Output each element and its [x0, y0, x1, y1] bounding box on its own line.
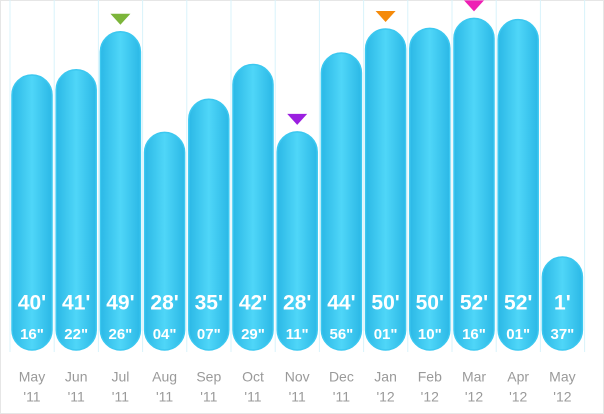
bar	[188, 98, 230, 351]
bar	[541, 256, 584, 351]
bar	[143, 131, 186, 351]
x-tick-label: Dec	[329, 369, 354, 385]
x-tick-label: '11	[244, 389, 261, 405]
second-label: 01"	[506, 326, 530, 343]
second-label: 37"	[551, 326, 575, 343]
x-tick-label: '12	[376, 389, 394, 405]
x-tick-label: '11	[156, 389, 173, 405]
minute-label: 52'	[504, 292, 532, 315]
minute-label: 50'	[416, 292, 444, 315]
minute-label: 52'	[460, 292, 488, 315]
bar	[276, 131, 318, 351]
x-tick-label: '11	[200, 389, 217, 405]
second-label: 04"	[153, 326, 177, 343]
marker	[464, 0, 484, 12]
minute-label: 42'	[239, 292, 267, 315]
second-label: 29"	[241, 326, 265, 343]
bar	[320, 52, 363, 351]
x-tick-label: '12	[465, 389, 483, 405]
x-tick-label: '11	[68, 389, 85, 405]
minute-label: 50'	[371, 292, 399, 315]
second-label: 10"	[418, 326, 442, 343]
minute-label: 41'	[62, 292, 90, 315]
minute-label: 49'	[106, 292, 134, 315]
marker	[287, 113, 308, 125]
minute-label: 1'	[554, 292, 571, 315]
bar	[232, 63, 274, 351]
x-tick-label: Jul	[111, 369, 129, 385]
minute-label: 28'	[150, 292, 178, 315]
second-label: 01"	[374, 326, 398, 343]
bar	[364, 28, 407, 351]
x-tick-label: Sep	[196, 369, 221, 385]
second-label: 56"	[330, 326, 354, 343]
x-tick-label: Jan	[374, 369, 397, 385]
x-tick-label: '11	[23, 389, 40, 405]
second-label: 07"	[197, 326, 221, 343]
x-tick-label: '12	[509, 389, 527, 405]
x-tick-label: Aug	[152, 369, 177, 385]
minute-label: 35'	[195, 292, 223, 315]
x-tick-label: May	[19, 369, 45, 385]
minute-label: 28'	[283, 292, 311, 315]
minute-label: 40'	[18, 292, 46, 315]
x-tick-label: '11	[112, 389, 129, 405]
x-tick-label: Apr	[507, 369, 529, 385]
x-tick-label: '11	[333, 389, 350, 405]
x-tick-label: Jun	[65, 369, 88, 385]
x-tick-label: Oct	[242, 369, 264, 385]
x-tick-label: '12	[421, 389, 439, 405]
x-tick-label: '11	[289, 389, 306, 405]
second-label: 26"	[109, 326, 133, 343]
bar	[453, 17, 495, 351]
second-label: 11"	[286, 326, 309, 343]
second-label: 16"	[20, 326, 44, 343]
marker	[110, 13, 131, 25]
second-label: 16"	[462, 326, 486, 343]
marker	[375, 11, 396, 23]
bar	[99, 31, 142, 351]
x-tick-label: May	[549, 369, 575, 385]
bar	[409, 27, 451, 351]
x-tick-label: Feb	[418, 369, 442, 385]
x-tick-label: '12	[553, 389, 571, 405]
minute-label: 44'	[327, 292, 355, 315]
bar	[11, 74, 53, 351]
bar	[55, 69, 97, 351]
x-tick-label: Mar	[462, 369, 486, 385]
second-label: 22"	[64, 326, 88, 343]
bar	[497, 18, 539, 351]
x-tick-label: Nov	[285, 369, 310, 385]
